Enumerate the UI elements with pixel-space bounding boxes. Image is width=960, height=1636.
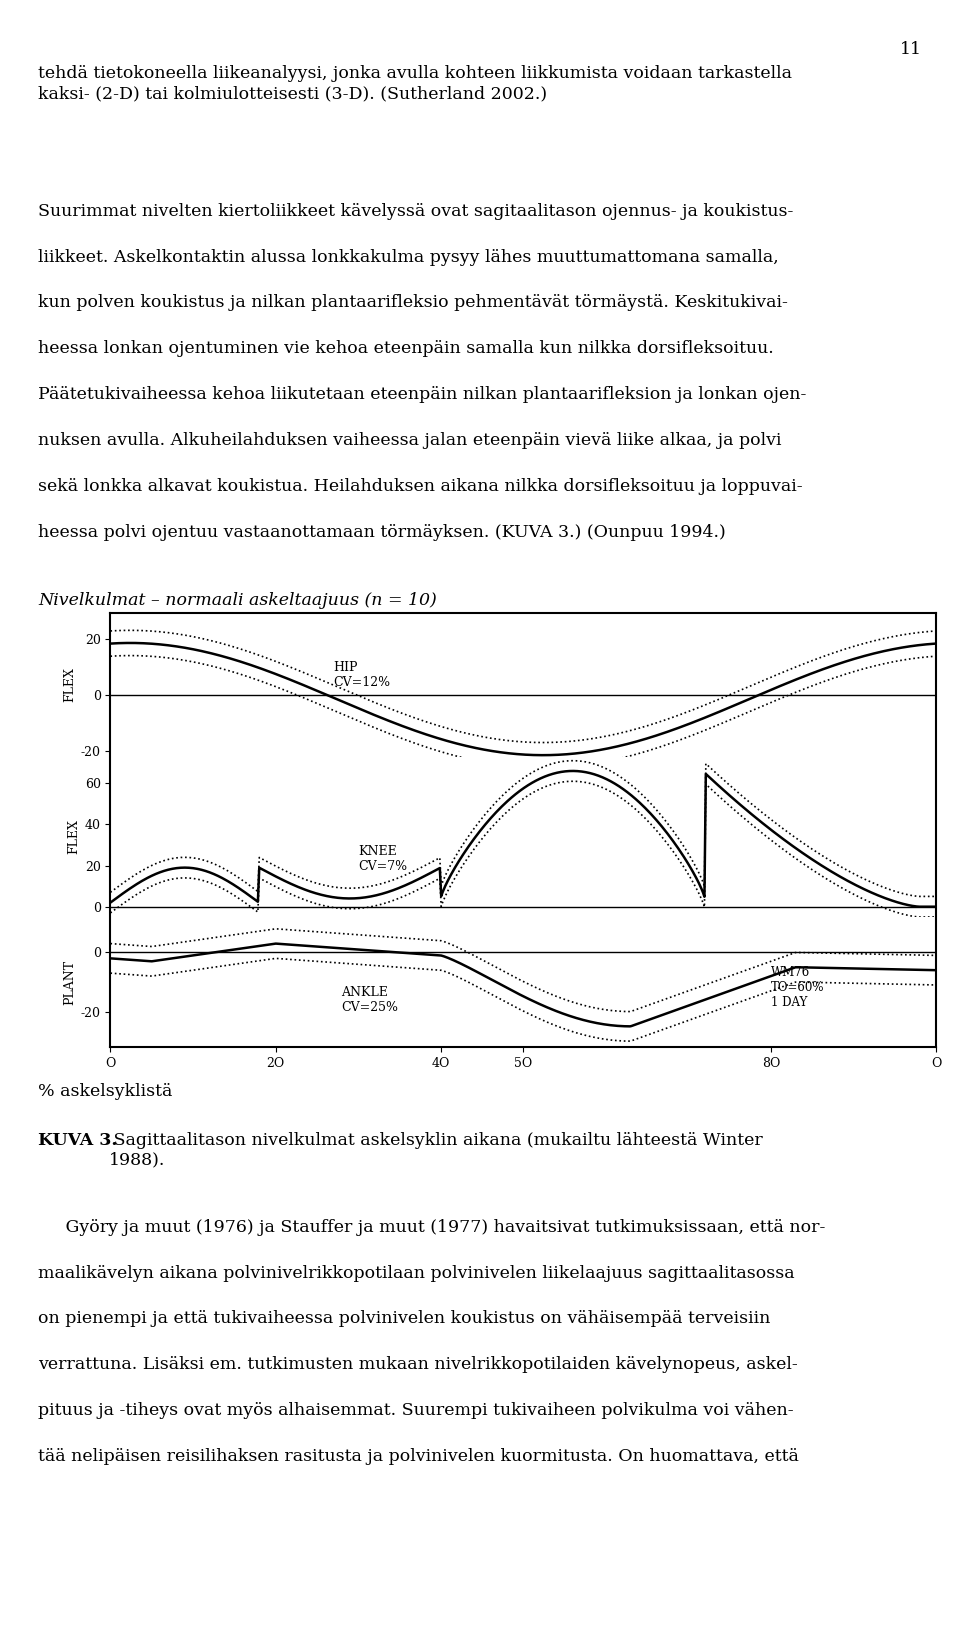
Text: Nivelkulmat – normaali askeltaajuus (n = 10): Nivelkulmat – normaali askeltaajuus (n =… bbox=[38, 592, 437, 609]
Text: kun polven koukistus ja nilkan plantaarifleksio pehmentävät törmäystä. Keskituki: kun polven koukistus ja nilkan plantaari… bbox=[38, 294, 788, 311]
Text: Päätetukivaiheessa kehoa liikutetaan eteenpäin nilkan plantaarifleksion ja lonka: Päätetukivaiheessa kehoa liikutetaan ete… bbox=[38, 386, 806, 402]
Text: heessa polvi ojentuu vastaanottamaan törmäyksen. (KUVA 3.) (Ounpuu 1994.): heessa polvi ojentuu vastaanottamaan tör… bbox=[38, 524, 726, 540]
Text: 11: 11 bbox=[900, 41, 922, 57]
Text: liikkeet. Askelkontaktin alussa lonkkakulma pysyy lähes muuttumattomana samalla,: liikkeet. Askelkontaktin alussa lonkkaku… bbox=[38, 249, 780, 265]
Text: pituus ja -tiheys ovat myös alhaisemmat. Suurempi tukivaiheen polvikulma voi väh: pituus ja -tiheys ovat myös alhaisemmat.… bbox=[38, 1402, 794, 1418]
Text: KUVA 3.: KUVA 3. bbox=[38, 1132, 118, 1148]
Y-axis label: PLANT: PLANT bbox=[63, 959, 77, 1005]
Text: WM76
TO=60%
1 DAY: WM76 TO=60% 1 DAY bbox=[771, 967, 825, 1009]
Text: nuksen avulla. Alkuheilahduksen vaiheessa jalan eteenpäin vievä liike alkaa, ja : nuksen avulla. Alkuheilahduksen vaiheess… bbox=[38, 432, 781, 448]
Y-axis label: FLEX: FLEX bbox=[67, 820, 81, 854]
Text: Suurimmat nivelten kiertoliikkeet kävelyssä ovat sagitaalitason ojennus- ja kouk: Suurimmat nivelten kiertoliikkeet kävely… bbox=[38, 203, 794, 219]
Text: Sagittaalitason nivelkulmat askelsyklin aikana (mukailtu lähteestä Winter
1988).: Sagittaalitason nivelkulmat askelsyklin … bbox=[108, 1132, 763, 1168]
Text: Györy ja muut (1976) ja Stauffer ja muut (1977) havaitsivat tutkimuksissaan, ett: Györy ja muut (1976) ja Stauffer ja muut… bbox=[38, 1219, 826, 1235]
Text: sekä lonkka alkavat koukistua. Heilahduksen aikana nilkka dorsifleksoituu ja lop: sekä lonkka alkavat koukistua. Heilahduk… bbox=[38, 478, 803, 494]
Text: % askelsyklistä: % askelsyklistä bbox=[38, 1083, 173, 1099]
Text: heessa lonkan ojentuminen vie kehoa eteenpäin samalla kun nilkka dorsifleksoituu: heessa lonkan ojentuminen vie kehoa etee… bbox=[38, 340, 774, 357]
Text: tehdä tietokoneella liikeanalyysi, jonka avulla kohteen liikkumista voidaan tark: tehdä tietokoneella liikeanalyysi, jonka… bbox=[38, 65, 792, 101]
Text: tää nelipäisen reisilihaksen rasitusta ja polvinivelen kuormitusta. On huomattav: tää nelipäisen reisilihaksen rasitusta j… bbox=[38, 1448, 800, 1464]
Text: HIP
CV=12%: HIP CV=12% bbox=[333, 661, 391, 689]
Text: KNEE
CV=7%: KNEE CV=7% bbox=[358, 846, 407, 874]
Text: verrattuna. Lisäksi em. tutkimusten mukaan nivelrikkopotilaiden kävelynopeus, as: verrattuna. Lisäksi em. tutkimusten muka… bbox=[38, 1356, 798, 1373]
Text: on pienempi ja että tukivaiheessa polvinivelen koukistus on vähäisempää terveisi: on pienempi ja että tukivaiheessa polvin… bbox=[38, 1310, 771, 1327]
Text: ANKLE
CV=25%: ANKLE CV=25% bbox=[342, 987, 398, 1014]
Y-axis label: FLEX: FLEX bbox=[63, 667, 77, 702]
Text: maalikävelyn aikana polvinivelrikkopotilaan polvinivelen liikelaajuus sagittaali: maalikävelyn aikana polvinivelrikkopotil… bbox=[38, 1265, 795, 1281]
